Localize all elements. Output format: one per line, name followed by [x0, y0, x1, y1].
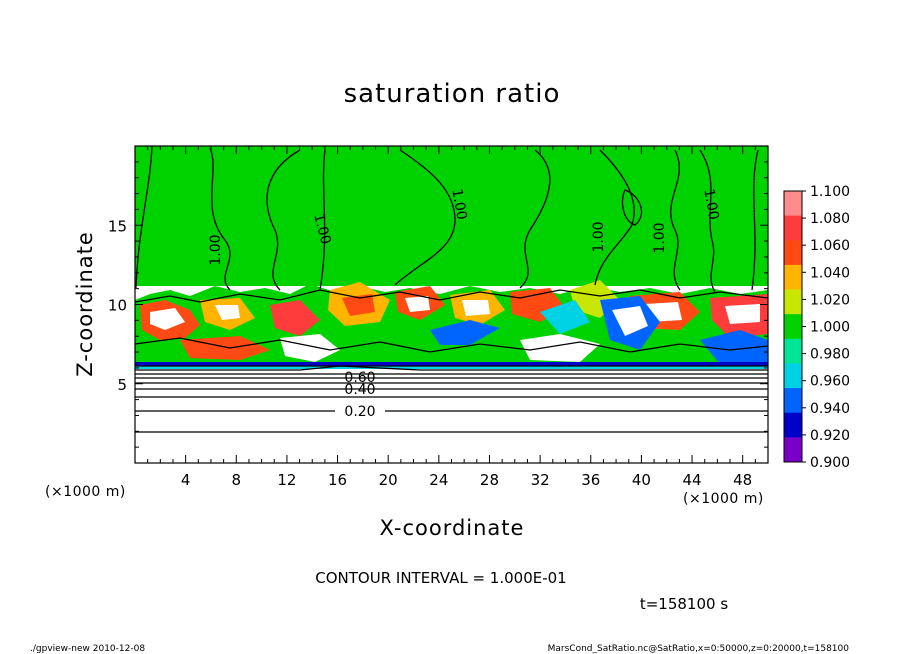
contour-line — [135, 146, 153, 289]
y-tick-label: 10 — [108, 297, 127, 315]
x-tick-label: 8 — [232, 471, 242, 489]
field-subsaturated — [135, 370, 768, 463]
colorbar-label: 1.080 — [810, 211, 850, 227]
x-unit-right: (×1000 m) — [683, 491, 764, 507]
patch-white — [612, 306, 648, 336]
x-tick-label: 12 — [277, 471, 296, 489]
colorbar-swatch — [784, 437, 802, 463]
plot-area: 1.00 1.00 1.00 1.00 1.00 1.00 0.60 0.40 … — [135, 146, 768, 463]
x-tick-label: 16 — [328, 471, 347, 489]
contour-label: 1.00 — [310, 212, 334, 246]
chart-title: saturation ratio — [344, 79, 561, 109]
x-tick-label: 48 — [733, 471, 752, 489]
contour-label: 0.60 — [344, 370, 375, 386]
colorbar-swatch — [784, 191, 802, 217]
y-axis: 5 10 15 — [108, 161, 768, 448]
y-tick-label: 5 — [117, 376, 127, 394]
contour-line — [699, 149, 716, 293]
contour-line — [319, 149, 326, 291]
y-tick-label: 15 — [108, 217, 127, 235]
contour-line — [670, 149, 681, 291]
x-axis: 4 8 12 16 20 24 28 32 36 40 44 48 — [147, 146, 756, 489]
contour-label: 1.00 — [591, 221, 607, 252]
colorbar-label: 0.920 — [810, 428, 850, 444]
patch-white — [725, 304, 760, 324]
colorbar-label: 1.060 — [810, 238, 850, 254]
colorbar-swatch — [784, 314, 802, 340]
patch-white — [280, 334, 340, 362]
patch-white — [520, 334, 600, 362]
time-label: t=158100 s — [640, 595, 728, 613]
patch-subsat — [540, 300, 590, 334]
contour-label: 1.00 — [208, 234, 224, 265]
contour-label: 0.20 — [344, 404, 375, 420]
patch-subsat — [430, 320, 500, 345]
contour-interval: CONTOUR INTERVAL = 1.000E-01 — [315, 569, 566, 587]
x-tick-label: 36 — [581, 471, 600, 489]
colorbar-swatch — [784, 412, 802, 438]
contour-label: 1.00 — [652, 222, 668, 253]
contour-line — [751, 149, 759, 291]
contour-line — [594, 149, 635, 286]
colorbar-label: 1.100 — [810, 184, 850, 200]
contours — [135, 146, 768, 433]
colorbar-swatch — [784, 215, 802, 241]
colorbar-swatch — [784, 363, 802, 389]
contour-line — [266, 149, 301, 291]
x-tick-label: 32 — [531, 471, 550, 489]
colorbar-swatch — [784, 240, 802, 266]
x-unit-left: (×1000 m) — [45, 484, 126, 500]
contour-label: 1.00 — [700, 188, 721, 221]
colorbar: 1.100 1.080 1.060 1.040 1.020 1.000 0.980 0.960… — [783, 184, 850, 471]
patch-white — [462, 300, 490, 316]
contour-label: 1.00 — [448, 188, 469, 221]
colorbar-label: 1.040 — [810, 265, 850, 281]
patch-white — [215, 305, 240, 320]
colorbar-label: 0.900 — [810, 455, 850, 471]
x-tick-label: 20 — [379, 471, 398, 489]
x-tick-label: 4 — [181, 471, 191, 489]
contour-line — [135, 337, 768, 353]
patch-supersat — [270, 300, 320, 336]
x-tick-label: 24 — [429, 471, 448, 489]
contour-line — [621, 189, 643, 226]
contour-line — [135, 365, 768, 371]
layer-base — [135, 366, 768, 369]
colorbar-swatch — [784, 264, 802, 291]
x-axis-label: X-coordinate — [380, 516, 525, 540]
colorbar-swatch — [784, 388, 802, 414]
patch-white — [150, 308, 185, 330]
x-tick-label: 28 — [480, 471, 499, 489]
x-tick-label: 40 — [632, 471, 651, 489]
colorbar-swatch — [784, 338, 802, 364]
contour-line — [135, 289, 768, 303]
patch-subsat — [700, 330, 768, 364]
colorbar-label: 0.960 — [810, 374, 850, 390]
contour-line — [394, 149, 456, 286]
colorbar-label: 1.020 — [810, 292, 850, 308]
footer-right: MarsCond_SatRatio.nc@SatRatio,x=0:50000,… — [548, 644, 850, 654]
patch-supersat — [342, 294, 375, 316]
patch-white — [405, 296, 430, 312]
contour-line — [209, 147, 231, 291]
field-saturated — [135, 146, 768, 286]
x-tick-label: 44 — [682, 471, 701, 489]
footer-left: ./gpview-new 2010-12-08 — [30, 644, 145, 654]
contour-line — [519, 149, 551, 289]
colorbar-label: 0.980 — [810, 347, 850, 363]
contour-label: 0.40 — [344, 382, 375, 398]
y-axis-label: Z-coordinate — [73, 231, 97, 377]
colorbar-label: 1.000 — [810, 320, 850, 336]
contour-labels: 1.00 1.00 1.00 1.00 1.00 1.00 0.60 0.40 … — [208, 188, 722, 420]
colorbar-swatch — [784, 289, 802, 315]
colorbar-label: 0.940 — [810, 401, 850, 417]
